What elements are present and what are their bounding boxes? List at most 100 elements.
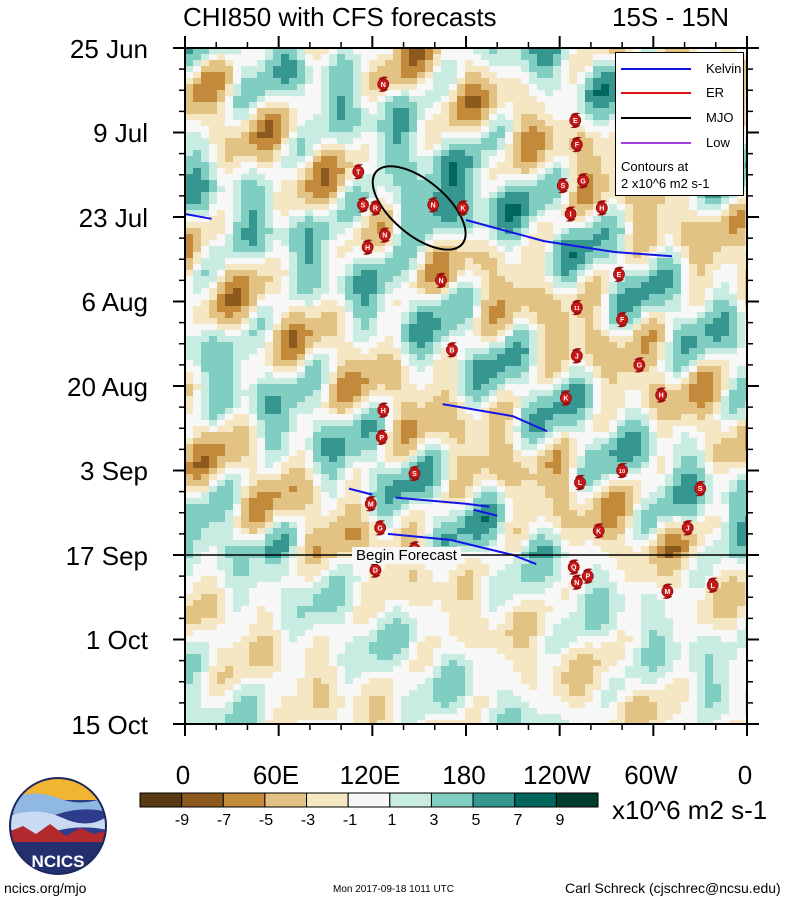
- field-cell: [377, 366, 385, 372]
- field-cell: [409, 462, 417, 468]
- field-cell: [441, 114, 449, 120]
- field-cell: [273, 450, 281, 456]
- field-cell: [625, 294, 633, 300]
- field-cell: [625, 258, 633, 264]
- field-cell: [265, 426, 273, 432]
- field-cell: [393, 138, 401, 144]
- field-cell: [209, 198, 217, 204]
- field-cell: [697, 378, 705, 384]
- field-cell: [577, 84, 585, 90]
- field-cell: [681, 402, 689, 408]
- field-cell: [705, 444, 713, 450]
- field-cell: [489, 60, 497, 66]
- field-cell: [537, 504, 545, 510]
- field-cell: [513, 510, 521, 516]
- field-cell: [249, 216, 257, 222]
- field-cell: [505, 306, 513, 312]
- field-cell: [529, 120, 537, 126]
- field-cell: [193, 60, 201, 66]
- field-cell: [457, 174, 465, 180]
- field-cell: [217, 162, 225, 168]
- field-cell: [465, 378, 473, 384]
- field-cell: [225, 240, 233, 246]
- field-cell: [657, 216, 665, 222]
- field-cell: [617, 450, 625, 456]
- field-cell: [625, 438, 633, 444]
- field-cell: [473, 300, 481, 306]
- field-cell: [457, 180, 465, 186]
- field-cell: [529, 138, 537, 144]
- field-cell: [513, 282, 521, 288]
- field-cell: [433, 432, 441, 438]
- field-cell: [297, 252, 305, 258]
- field-cell: [361, 378, 369, 384]
- field-cell: [633, 336, 641, 342]
- field-cell: [609, 300, 617, 306]
- field-cell: [369, 240, 377, 246]
- field-cell: [305, 294, 313, 300]
- field-cell: [705, 312, 713, 318]
- field-cell: [577, 366, 585, 372]
- field-cell: [329, 450, 337, 456]
- field-cell: [577, 246, 585, 252]
- field-cell: [641, 270, 649, 276]
- field-cell: [217, 432, 225, 438]
- field-cell: [473, 522, 481, 528]
- field-cell: [257, 228, 265, 234]
- field-cell: [489, 270, 497, 276]
- field-cell: [337, 468, 345, 474]
- field-cell: [225, 66, 233, 72]
- field-cell: [529, 270, 537, 276]
- field-cell: [201, 204, 209, 210]
- field-cell: [513, 228, 521, 234]
- field-cell: [481, 300, 489, 306]
- field-cell: [609, 468, 617, 474]
- field-cell: [665, 498, 673, 504]
- field-cell: [193, 522, 201, 528]
- field-cell: [473, 180, 481, 186]
- field-cell: [609, 342, 617, 348]
- field-cell: [201, 222, 209, 228]
- field-cell: [289, 378, 297, 384]
- field-cell: [209, 312, 217, 318]
- field-cell: [673, 540, 681, 546]
- field-cell: [617, 384, 625, 390]
- field-cell: [249, 306, 257, 312]
- field-cell: [265, 228, 273, 234]
- field-cell: [225, 432, 233, 438]
- field-cell: [521, 150, 529, 156]
- field-cell: [225, 150, 233, 156]
- field-cell: [185, 408, 193, 414]
- field-cell: [681, 516, 689, 522]
- field-cell: [289, 216, 297, 222]
- field-cell: [569, 132, 577, 138]
- field-cell: [201, 270, 209, 276]
- field-cell: [537, 204, 545, 210]
- field-cell: [737, 486, 745, 492]
- field-cell: [209, 486, 217, 492]
- field-cell: [497, 390, 505, 396]
- field-cell: [561, 54, 569, 60]
- field-cell: [433, 312, 441, 318]
- field-cell: [641, 300, 649, 306]
- field-cell: [185, 234, 193, 240]
- field-cell: [697, 240, 705, 246]
- field-cell: [305, 378, 313, 384]
- field-cell: [193, 270, 201, 276]
- field-cell: [553, 336, 561, 342]
- field-cell: [689, 534, 697, 540]
- field-cell: [353, 396, 361, 402]
- field-cell: [457, 462, 465, 468]
- field-cell: [465, 546, 473, 552]
- field-cell: [713, 462, 721, 468]
- field-cell: [577, 264, 585, 270]
- field-cell: [297, 144, 305, 150]
- field-cell: [457, 408, 465, 414]
- field-cell: [425, 426, 433, 432]
- field-cell: [209, 162, 217, 168]
- field-cell: [241, 222, 249, 228]
- field-cell: [241, 318, 249, 324]
- field-cell: [465, 534, 473, 540]
- field-cell: [609, 240, 617, 246]
- field-cell: [257, 66, 265, 72]
